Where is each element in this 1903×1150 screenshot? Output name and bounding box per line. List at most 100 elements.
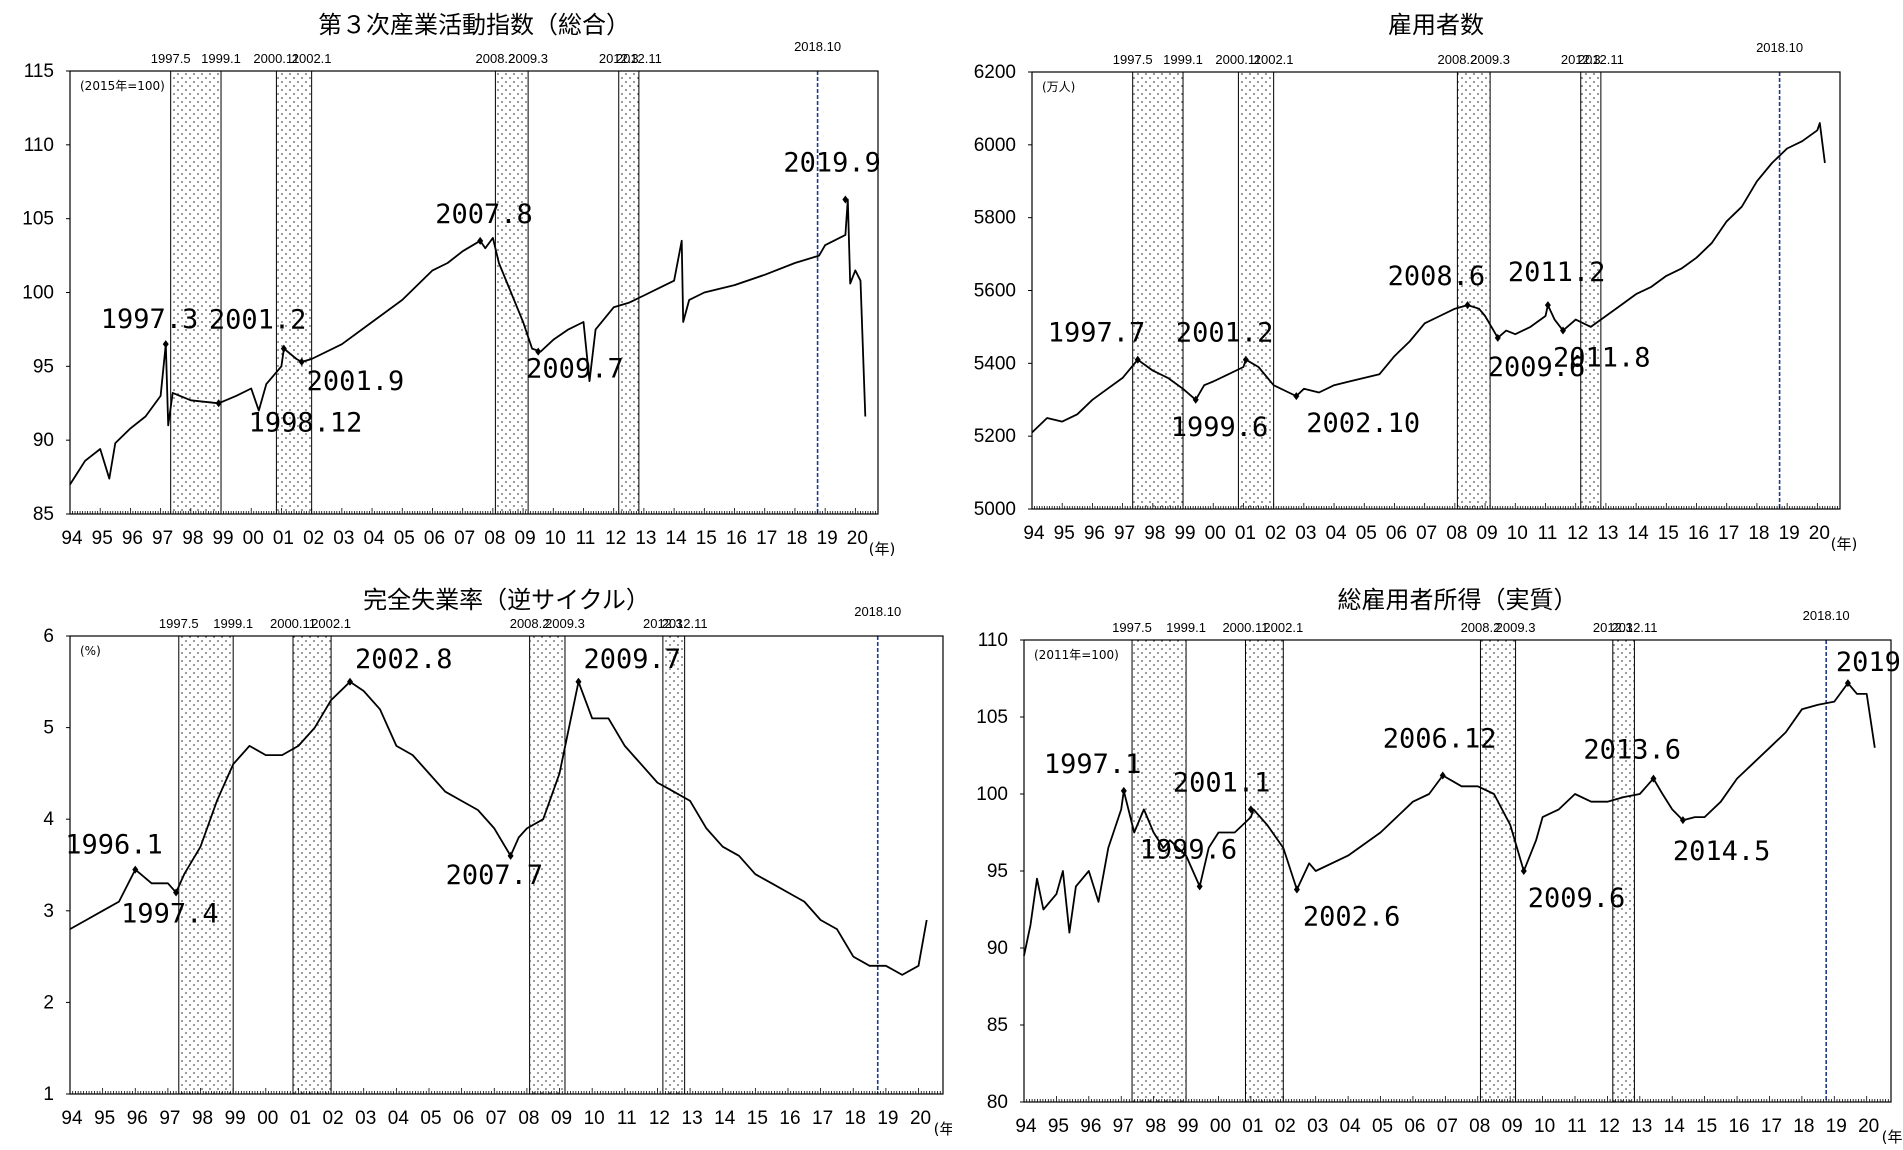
y-tick-label: 110	[24, 135, 54, 156]
annotation-marker	[173, 888, 180, 897]
plot-frame	[69, 635, 944, 1095]
x-tick-label: 94	[1023, 523, 1045, 544]
annotation-marker	[162, 340, 169, 349]
recession-start-label: 1997.5	[159, 616, 199, 631]
x-tick-label: 05	[1372, 1116, 1393, 1137]
x-tick-label: 17	[756, 528, 777, 549]
recession-band	[1479, 639, 1517, 1103]
x-tick-label: 04	[388, 1108, 410, 1129]
annotation-label: 2019.9	[783, 147, 881, 178]
annotation-label: 1996.1	[65, 830, 163, 861]
recession-band	[292, 635, 332, 1095]
recession-start-label: 2000.11	[1222, 620, 1268, 635]
recession-band	[1237, 71, 1275, 510]
recession-band	[178, 635, 234, 1095]
recession-end-label: 2002.1	[292, 51, 332, 66]
annotation-label: 2001.2	[209, 305, 307, 336]
x-tick-label: 07	[1416, 523, 1437, 544]
annotation-marker	[347, 677, 354, 686]
x-tick-label: 04	[363, 528, 385, 549]
x-tick-label: 94	[61, 528, 83, 549]
x-tick-label: 05	[420, 1108, 441, 1129]
annotation-label: 1997.3	[101, 304, 199, 335]
recession-start-label: 2012.3	[1593, 620, 1633, 635]
annotation-label: 2019.6	[1836, 647, 1903, 678]
recession-band	[618, 70, 640, 515]
y-tick-label: 6	[43, 626, 54, 647]
x-unit-label: (年)	[1882, 1128, 1903, 1146]
y-tick-label: 6200	[974, 62, 1016, 83]
x-unit-label: (年)	[869, 540, 896, 558]
y-tick-label: 115	[24, 61, 54, 82]
x-tick-label: 04	[1340, 1116, 1362, 1137]
x-tick-label: 19	[877, 1108, 898, 1129]
x-tick-label: 95	[92, 528, 113, 549]
x-tick-label: 03	[1295, 523, 1316, 544]
x-tick-label: 99	[225, 1108, 246, 1129]
x-tick-label: 15	[696, 528, 717, 549]
y-tick-label: 5400	[974, 353, 1016, 374]
annotation-label: 1999.6	[1140, 834, 1238, 865]
x-tick-label: 18	[786, 528, 807, 549]
x-tick-label: 13	[635, 528, 656, 549]
peak-marker-label: 2018.10	[794, 39, 841, 54]
annotation-marker	[1247, 805, 1254, 814]
x-tick-label: 16	[779, 1108, 800, 1129]
x-tick-label: 00	[243, 528, 264, 549]
recession-end-label: 2002.1	[311, 616, 351, 631]
annotation-marker	[1293, 885, 1300, 894]
annotation-label: 2008.6	[1388, 261, 1486, 292]
recession-end-label: 2002.1	[1254, 52, 1294, 67]
x-tick-label: 99	[1177, 1116, 1198, 1137]
x-tick-label: 15	[1696, 1116, 1717, 1137]
x-tick-label: 16	[726, 528, 747, 549]
recession-end-label: 1999.1	[213, 616, 253, 631]
x-tick-label: 07	[486, 1108, 507, 1129]
annotation-label: 1997.4	[121, 898, 219, 929]
annotation-label: 2002.8	[355, 644, 453, 675]
x-tick-label: 95	[1054, 523, 1075, 544]
x-tick-label: 17	[1761, 1116, 1782, 1137]
recession-start-label: 2012.3	[1561, 52, 1601, 67]
x-tick-label: 96	[1084, 523, 1105, 544]
annotation-label: 2009.7	[583, 644, 681, 675]
x-tick-label: 01	[273, 528, 294, 549]
recession-start-label: 2012.3	[599, 51, 639, 66]
x-tick-label: 15	[1658, 523, 1679, 544]
peak-marker-label: 2018.10	[1756, 40, 1803, 55]
annotation-label: 2009.6	[1488, 352, 1586, 383]
x-tick-label: 02	[323, 1108, 344, 1129]
x-tick-label: 95	[1048, 1116, 1069, 1137]
annotation-label: 2009.6	[1528, 883, 1626, 914]
recession-end-label: 2009.3	[508, 51, 548, 66]
x-tick-label: 98	[1145, 1116, 1166, 1137]
annotation-marker	[535, 347, 542, 356]
series-line	[69, 680, 928, 976]
y-tick-label: 95	[987, 861, 1008, 882]
x-tick-label: 20	[847, 528, 868, 549]
annotation-label: 1998.12	[249, 407, 363, 438]
annotation-marker	[298, 357, 305, 366]
x-unit-label: (年)	[934, 1120, 952, 1138]
series-line	[1023, 682, 1876, 956]
recession-start-label: 2008.2	[1438, 52, 1478, 67]
x-tick-label: 10	[1507, 523, 1528, 544]
unit-note: (2015年=100)	[80, 79, 165, 93]
annotation-marker	[215, 399, 222, 408]
annotation-marker	[280, 344, 287, 353]
x-tick-label: 01	[1235, 523, 1256, 544]
x-tick-label: 08	[484, 528, 505, 549]
x-tick-label: 16	[1688, 523, 1709, 544]
peak-marker-label: 2018.10	[1803, 608, 1850, 623]
y-tick-label: 1	[43, 1084, 54, 1105]
x-tick-label: 08	[1469, 1116, 1490, 1137]
annotation-marker	[507, 851, 514, 860]
recession-band	[1131, 639, 1187, 1103]
recession-band	[1244, 639, 1284, 1103]
y-tick-label: 95	[33, 356, 54, 377]
annotation-label: 2001.1	[1173, 767, 1271, 798]
recession-end-label: 2012.11	[616, 51, 662, 66]
recession-end-label: 2009.3	[545, 616, 585, 631]
